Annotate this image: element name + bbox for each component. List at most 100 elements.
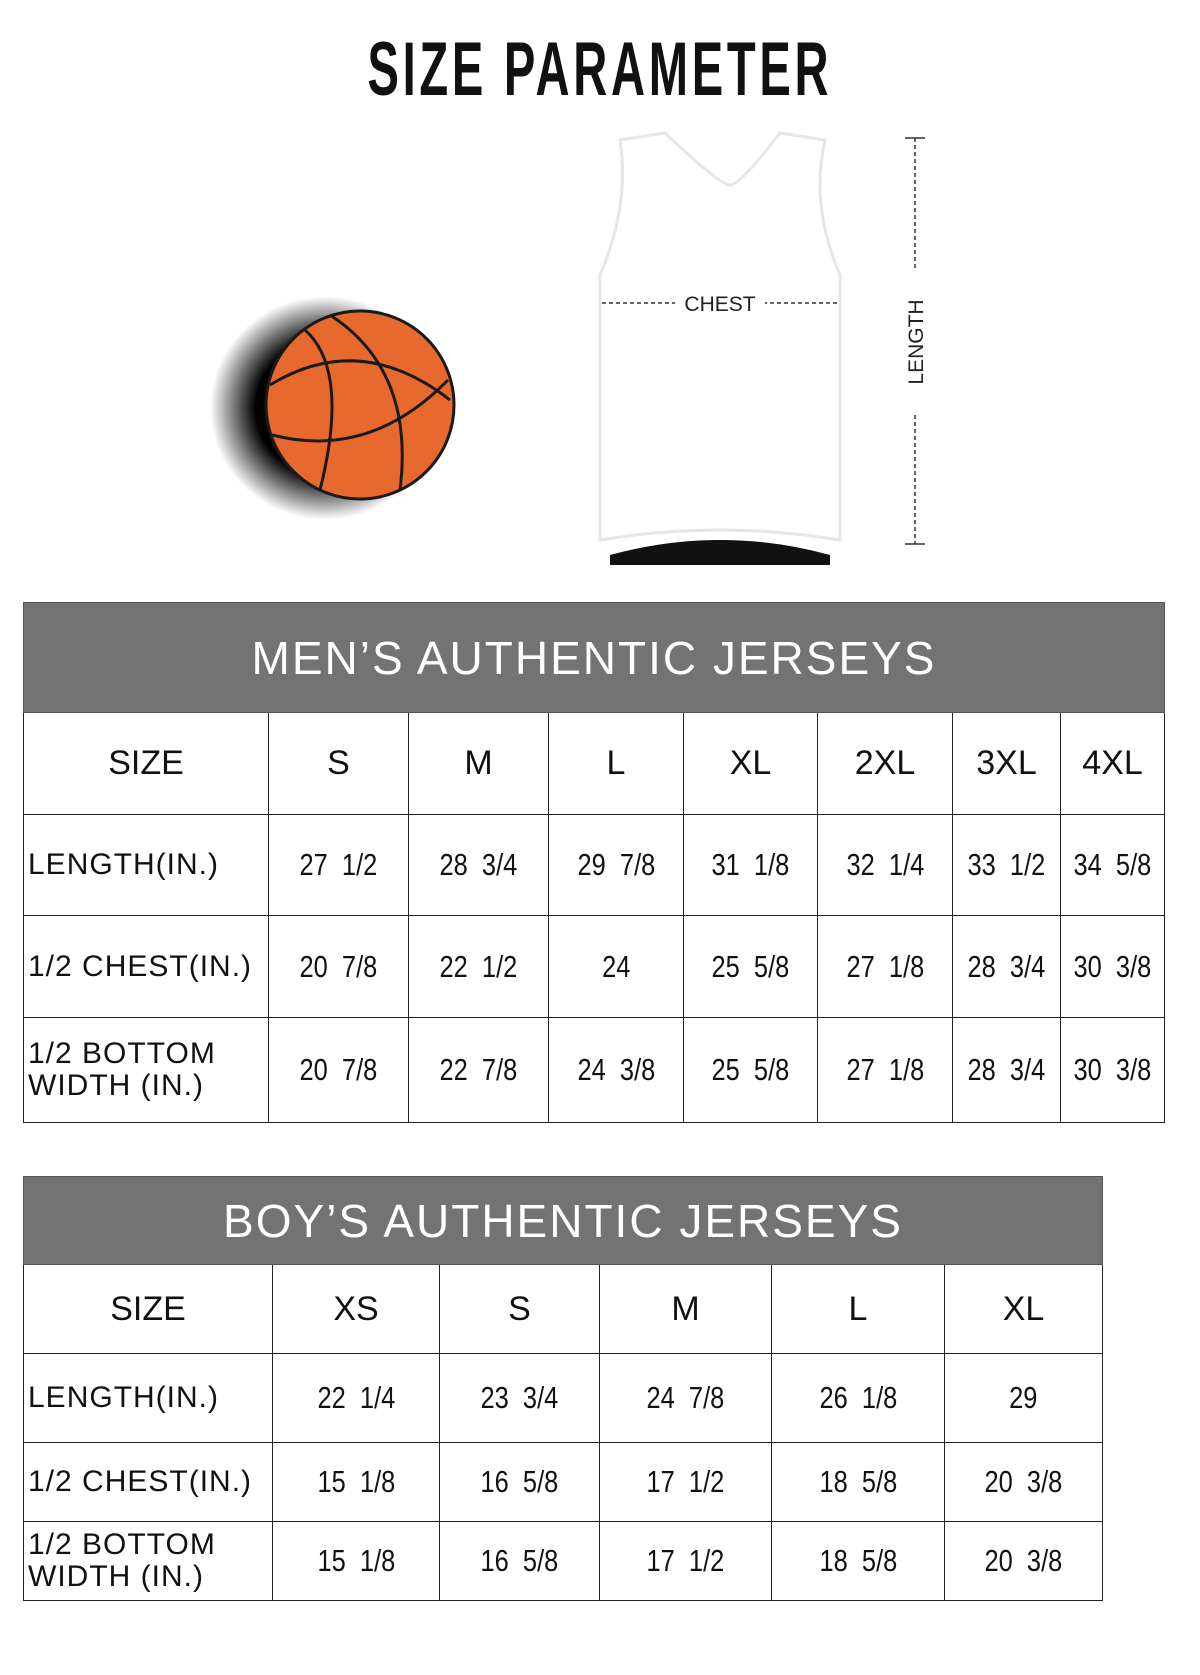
size-value-cell: 20 7/8 bbox=[268, 1017, 409, 1123]
size-value: 20 3/8 bbox=[984, 1464, 1063, 1499]
size-value: 18 5/8 bbox=[819, 1543, 897, 1578]
size-header: SIZE bbox=[23, 1264, 273, 1354]
men-size-table: MEN’S AUTHENTIC JERSEYS SIZE S M L XL 2XL 3XL 4… bbox=[23, 602, 1165, 1123]
size-value: 24 7/8 bbox=[646, 1380, 725, 1415]
size-value-cell: 16 5/8 bbox=[439, 1442, 600, 1522]
row-label: 1/2 BOTTOM WIDTH (IN.) bbox=[23, 1017, 269, 1123]
size-column-header: S bbox=[439, 1264, 600, 1354]
size-value: 24 bbox=[601, 948, 631, 984]
size-value-cell: 28 3/4 bbox=[952, 915, 1061, 1018]
size-value: 33 1/2 bbox=[967, 847, 1046, 882]
size-value-cell: 33 1/2 bbox=[952, 814, 1061, 916]
size-value-cell: 34 5/8 bbox=[1060, 814, 1165, 916]
size-column-header: XL bbox=[943, 1264, 1104, 1354]
size-column-header: XS bbox=[272, 1264, 440, 1354]
size-value-cell: 22 7/8 bbox=[408, 1017, 549, 1123]
size-value: 20 3/8 bbox=[984, 1543, 1063, 1578]
size-value-cell: 24 7/8 bbox=[599, 1353, 772, 1443]
size-value-cell: 17 1/2 bbox=[599, 1442, 772, 1522]
size-value-cell: 24 3/8 bbox=[548, 1017, 684, 1123]
jersey-diagram: CHEST bbox=[598, 131, 842, 565]
length-measure: LENGTH bbox=[905, 137, 928, 545]
size-value: 22 1/2 bbox=[439, 948, 518, 984]
size-value: 22 1/4 bbox=[317, 1380, 395, 1415]
boys-size-table: BOY’S AUTHENTIC JERSEYS SIZE XS S M L XL LENG… bbox=[22, 1176, 1104, 1601]
size-value: 25 5/8 bbox=[711, 1052, 790, 1087]
size-value-cell: 25 5/8 bbox=[683, 915, 818, 1018]
row-label: 1/2 CHEST(IN.) bbox=[23, 1442, 273, 1522]
size-value-cell: 22 1/4 bbox=[272, 1353, 440, 1443]
table-row: LENGTH(IN.) 27 1/2 28 3/4 29 7/8 31 1/8 32 1/… bbox=[23, 814, 1165, 916]
size-value: 29 7/8 bbox=[577, 847, 655, 882]
size-value: 26 1/8 bbox=[819, 1380, 897, 1415]
size-value-cell: 29 bbox=[943, 1353, 1104, 1443]
size-value: 20 7/8 bbox=[299, 948, 378, 984]
size-column-header: XL bbox=[683, 712, 818, 815]
size-column-header: S bbox=[268, 712, 409, 815]
row-label: LENGTH(IN.) bbox=[23, 814, 269, 916]
table-row: LENGTH(IN.) 22 1/4 23 3/4 24 7/8 26 1/8 29 bbox=[23, 1353, 1104, 1443]
size-value-cell: 22 1/2 bbox=[408, 915, 549, 1018]
table-row: 1/2 CHEST(IN.) 15 1/8 16 5/8 17 1/2 18 5/8 20… bbox=[23, 1442, 1104, 1522]
size-value: 20 7/8 bbox=[299, 1052, 378, 1087]
size-value: 25 5/8 bbox=[711, 948, 790, 984]
size-value: 30 3/8 bbox=[1073, 948, 1152, 984]
size-column-header: L bbox=[771, 1264, 945, 1354]
size-value: 29 bbox=[1009, 1380, 1038, 1415]
size-column-header: M bbox=[599, 1264, 772, 1354]
size-value-cell: 20 3/8 bbox=[943, 1442, 1104, 1522]
size-value: 24 3/8 bbox=[577, 1052, 655, 1087]
table-row: 1/2 BOTTOM WIDTH (IN.) 15 1/8 16 5/8 17 1/2… bbox=[23, 1521, 1104, 1601]
size-value-cell: 30 3/8 bbox=[1060, 915, 1165, 1018]
size-value-cell: 20 3/8 bbox=[943, 1521, 1104, 1601]
size-value-cell: 25 5/8 bbox=[683, 1017, 818, 1123]
size-value-cell: 16 5/8 bbox=[439, 1521, 600, 1601]
size-value-cell: 27 1/8 bbox=[817, 1017, 953, 1123]
size-column-header: 2XL bbox=[817, 712, 953, 815]
size-value-cell: 27 1/8 bbox=[817, 915, 953, 1018]
size-value-cell: 24 bbox=[548, 915, 684, 1018]
page-title: SIZE PARAMETER bbox=[367, 27, 833, 112]
size-value-cell: 29 7/8 bbox=[548, 814, 684, 916]
table-row: 1/2 CHEST(IN.) 20 7/8 22 1/2 24 25 5/8 27 1/8… bbox=[23, 915, 1165, 1018]
size-value: 18 5/8 bbox=[819, 1464, 897, 1499]
size-value-cell: 18 5/8 bbox=[771, 1442, 945, 1522]
table-header-row: SIZE XS S M L XL bbox=[23, 1264, 1104, 1354]
size-column-header: 3XL bbox=[952, 712, 1061, 815]
size-value: 28 3/4 bbox=[967, 948, 1046, 984]
size-value-cell: 30 3/8 bbox=[1060, 1017, 1165, 1123]
size-value: 27 1/8 bbox=[846, 1052, 924, 1087]
size-value: 15 1/8 bbox=[317, 1464, 395, 1499]
size-value-cell: 20 7/8 bbox=[268, 915, 409, 1018]
table-header-row: SIZE S M L XL 2XL 3XL 4XL bbox=[23, 712, 1165, 815]
size-value: 28 3/4 bbox=[439, 847, 518, 882]
size-column-header: M bbox=[408, 712, 549, 815]
size-header: SIZE bbox=[23, 712, 269, 815]
size-value: 32 1/4 bbox=[846, 847, 924, 882]
size-value: 31 1/8 bbox=[711, 847, 790, 882]
men-heading: MEN’S AUTHENTIC JERSEYS bbox=[23, 602, 1165, 713]
size-value-cell: 31 1/8 bbox=[683, 814, 818, 916]
size-column-header: L bbox=[548, 712, 684, 815]
chest-label: CHEST bbox=[684, 293, 755, 316]
row-label: 1/2 CHEST(IN.) bbox=[23, 915, 269, 1018]
size-column-header: 4XL bbox=[1060, 712, 1165, 815]
size-value-cell: 28 3/4 bbox=[408, 814, 549, 916]
row-label: LENGTH(IN.) bbox=[23, 1353, 273, 1443]
row-label: 1/2 BOTTOM WIDTH (IN.) bbox=[23, 1521, 273, 1601]
size-value-cell: 15 1/8 bbox=[272, 1442, 440, 1522]
size-value: 15 1/8 bbox=[317, 1543, 395, 1578]
basketball-icon bbox=[210, 296, 456, 520]
size-value-cell: 32 1/4 bbox=[817, 814, 953, 916]
size-value: 16 5/8 bbox=[480, 1464, 559, 1499]
size-value-cell: 27 1/2 bbox=[268, 814, 409, 916]
size-value-cell: 23 3/4 bbox=[439, 1353, 600, 1443]
size-value: 16 5/8 bbox=[480, 1543, 559, 1578]
size-value-cell: 18 5/8 bbox=[771, 1521, 945, 1601]
length-label: LENGTH bbox=[905, 299, 928, 384]
size-value: 27 1/2 bbox=[299, 847, 378, 882]
size-value-cell: 15 1/8 bbox=[272, 1521, 440, 1601]
table-row: 1/2 BOTTOM WIDTH (IN.) 20 7/8 22 7/8 24 3/8… bbox=[23, 1017, 1165, 1123]
size-value: 22 7/8 bbox=[439, 1052, 518, 1087]
size-value: 27 1/8 bbox=[846, 948, 924, 984]
